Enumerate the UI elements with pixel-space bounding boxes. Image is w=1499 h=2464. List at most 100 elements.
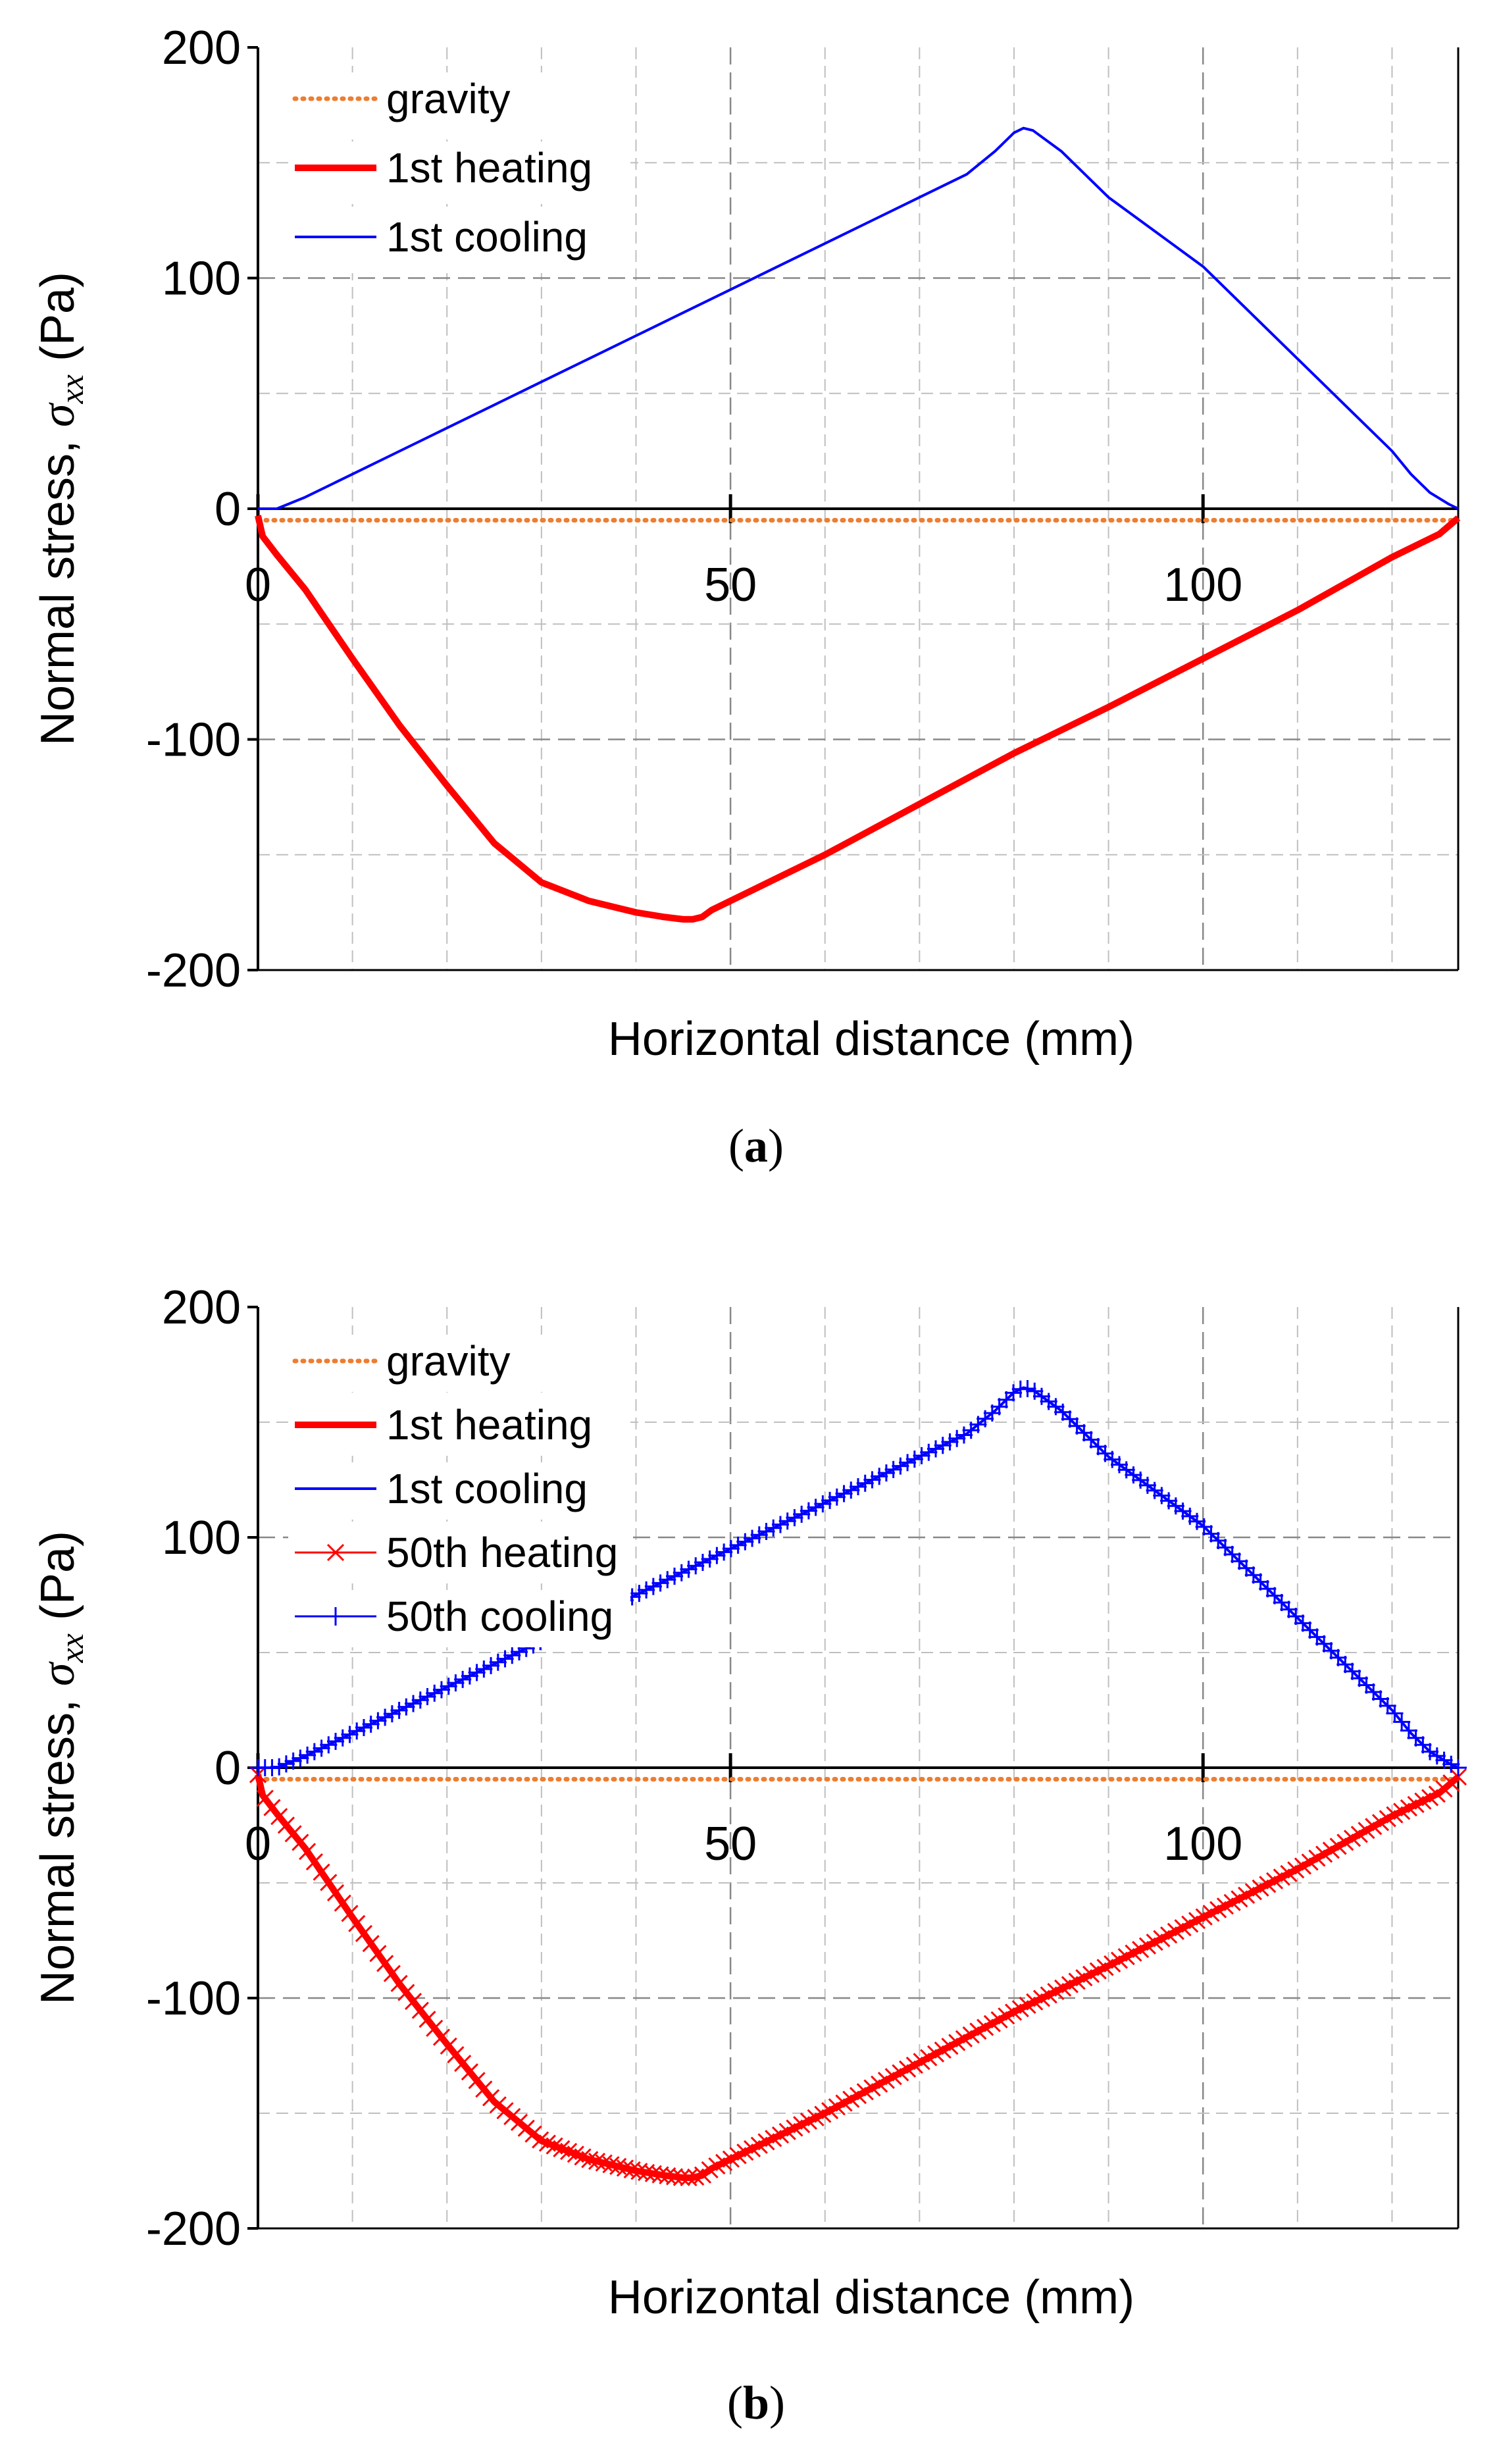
legend-50th-heating-bg: [288, 1526, 630, 1583]
legend-1st-cooling-label: 1st cooling: [386, 213, 588, 261]
series-50th-cooling-marker: [1061, 1410, 1079, 1428]
y-tick-label: -100: [146, 714, 241, 767]
series-50th-cooling-marker: [990, 1398, 1008, 1416]
series-50th-cooling-marker: [765, 1519, 782, 1537]
y-axis-title-prefix: Normal stress,: [32, 427, 84, 746]
series-50th-heating-marker: [595, 2154, 613, 2172]
legend-1st-cooling-label: 1st cooling: [386, 1465, 588, 1512]
series-50th-cooling-marker: [334, 1729, 351, 1747]
series-50th-heating-marker: [355, 1924, 373, 1943]
series-50th-heating-marker: [651, 2166, 669, 2184]
series-50th-cooling-marker: [1315, 1635, 1333, 1653]
series-50th-cooling-marker: [694, 1554, 711, 1572]
series-50th-cooling-marker: [630, 1585, 648, 1603]
series-50th-cooling-marker: [771, 1516, 789, 1533]
series-50th-heating-marker: [673, 2169, 690, 2186]
legend-1st-cooling-bg: [288, 1462, 630, 1520]
series-50th-cooling-marker: [284, 1752, 302, 1770]
series-50th-heating-marker: [341, 1905, 359, 1922]
series-50th-heating-marker: [404, 1993, 422, 2011]
series-50th-cooling-marker: [856, 1474, 874, 1492]
series-50th-cooling-marker: [948, 1429, 966, 1447]
series-group: [249, 1380, 1467, 2187]
series-50th-cooling-marker: [1407, 1729, 1425, 1747]
series-50th-cooling-marker: [638, 1581, 655, 1599]
series-50th-cooling-marker: [934, 1437, 952, 1454]
series-50th-cooling-marker: [1421, 1743, 1439, 1760]
series-50th-heating-marker: [638, 2163, 655, 2182]
series-50th-heating-marker: [602, 2156, 620, 2174]
series-50th-cooling-marker: [320, 1736, 338, 1754]
legend-50th-heating-marker: [326, 1543, 345, 1562]
series-50th-heating-marker: [390, 1974, 408, 1992]
series-50th-cooling-marker: [383, 1705, 401, 1723]
series-50th-cooling-marker: [305, 1743, 323, 1760]
series-50th-heating-marker: [644, 2165, 662, 2182]
x-tick-label: 100: [1163, 559, 1242, 611]
x-tick-label: 0: [245, 559, 271, 611]
series-50th-heating-marker: [665, 2168, 684, 2186]
series-50th-cooling-marker: [1273, 1594, 1290, 1612]
series-50th-cooling-marker: [673, 1564, 690, 1581]
panel-label-letter: a: [744, 1119, 768, 1172]
series-50th-cooling-marker: [1400, 1722, 1417, 1739]
series-50th-heating-marker: [270, 1808, 288, 1826]
series-50th-cooling-marker: [913, 1447, 930, 1464]
y-tick-label: -200: [146, 944, 241, 997]
series-50th-cooling-marker: [687, 1557, 705, 1575]
series-50th-heating-marker: [687, 2168, 705, 2186]
series-50th-cooling-marker: [998, 1391, 1015, 1408]
series-50th-cooling-marker: [1054, 1403, 1072, 1421]
series-50th-cooling-marker: [1393, 1713, 1411, 1731]
series-50th-cooling-marker: [842, 1481, 860, 1499]
series-50th-cooling-marker: [1005, 1384, 1023, 1402]
series-50th-cooling-marker: [729, 1536, 747, 1554]
y-tick-label: 0: [215, 483, 241, 536]
series-50th-heating-marker: [468, 2072, 486, 2090]
series-50th-cooling-marker: [376, 1708, 394, 1726]
series-50th-cooling-marker: [1450, 1759, 1467, 1776]
series-50th-heating-marker: [284, 1825, 302, 1843]
series-50th-cooling-marker: [1075, 1424, 1093, 1442]
series-50th-cooling-marker: [390, 1701, 408, 1719]
series-50th-cooling-marker: [503, 1647, 521, 1664]
series-50th-cooling-marker: [397, 1698, 415, 1716]
series-50th-cooling-marker: [941, 1433, 959, 1451]
series-50th-cooling-marker: [744, 1529, 761, 1547]
series-50th-cooling-marker: [1435, 1751, 1453, 1769]
series-50th-heating-marker: [432, 2028, 451, 2046]
y-axis-title: Normal stress, σxx (Pa): [32, 272, 90, 746]
series-50th-cooling-marker: [447, 1674, 465, 1692]
series-50th-heating-marker: [616, 2159, 634, 2177]
series-50th-cooling-marker: [1371, 1690, 1389, 1708]
series-50th-heating-marker: [461, 2063, 478, 2081]
series-50th-cooling-marker: [1322, 1642, 1340, 1660]
series-50th-cooling-marker: [468, 1664, 486, 1681]
series-50th-cooling-marker: [821, 1491, 839, 1509]
series-50th-heating-marker: [362, 1935, 380, 1953]
series-50th-heating-marker: [313, 1863, 330, 1881]
series-50th-heating-marker: [419, 2011, 436, 2028]
series-50th-cooling-markers: [249, 1380, 1467, 1776]
y-axis-title-symbol: σ: [32, 1661, 84, 1686]
series-50th-cooling-marker: [419, 1687, 436, 1705]
series-50th-cooling-marker: [884, 1460, 902, 1478]
series-50th-cooling-marker: [905, 1450, 923, 1468]
series-50th-cooling-marker: [270, 1758, 288, 1776]
series-50th-heating-marker: [680, 2169, 698, 2187]
series-50th-cooling-marker: [411, 1691, 429, 1709]
series-50th-cooling-marker: [1223, 1545, 1241, 1563]
legend-1st-heating-label: 1st heating: [386, 1401, 592, 1449]
series-50th-cooling-marker: [1266, 1587, 1284, 1604]
series-50th-heating-marker: [383, 1964, 401, 1982]
y-tick-label: 100: [162, 1512, 241, 1564]
series-50th-cooling-marker: [1301, 1621, 1319, 1639]
chart-panel-a: 200 100 0 -100 -200 0 50 100 Horizontal distance…: [32, 22, 1461, 1172]
series-50th-cooling-marker: [701, 1550, 719, 1568]
series-50th-heating-marker: [581, 2151, 599, 2169]
series-50th-cooling-marker: [651, 1574, 669, 1592]
series-50th-heating-markers: [249, 1766, 1467, 2187]
panel-label-letter: b: [743, 2376, 769, 2429]
legend-1st-cooling-bg: [288, 211, 630, 273]
series-50th-cooling-marker: [786, 1509, 803, 1527]
